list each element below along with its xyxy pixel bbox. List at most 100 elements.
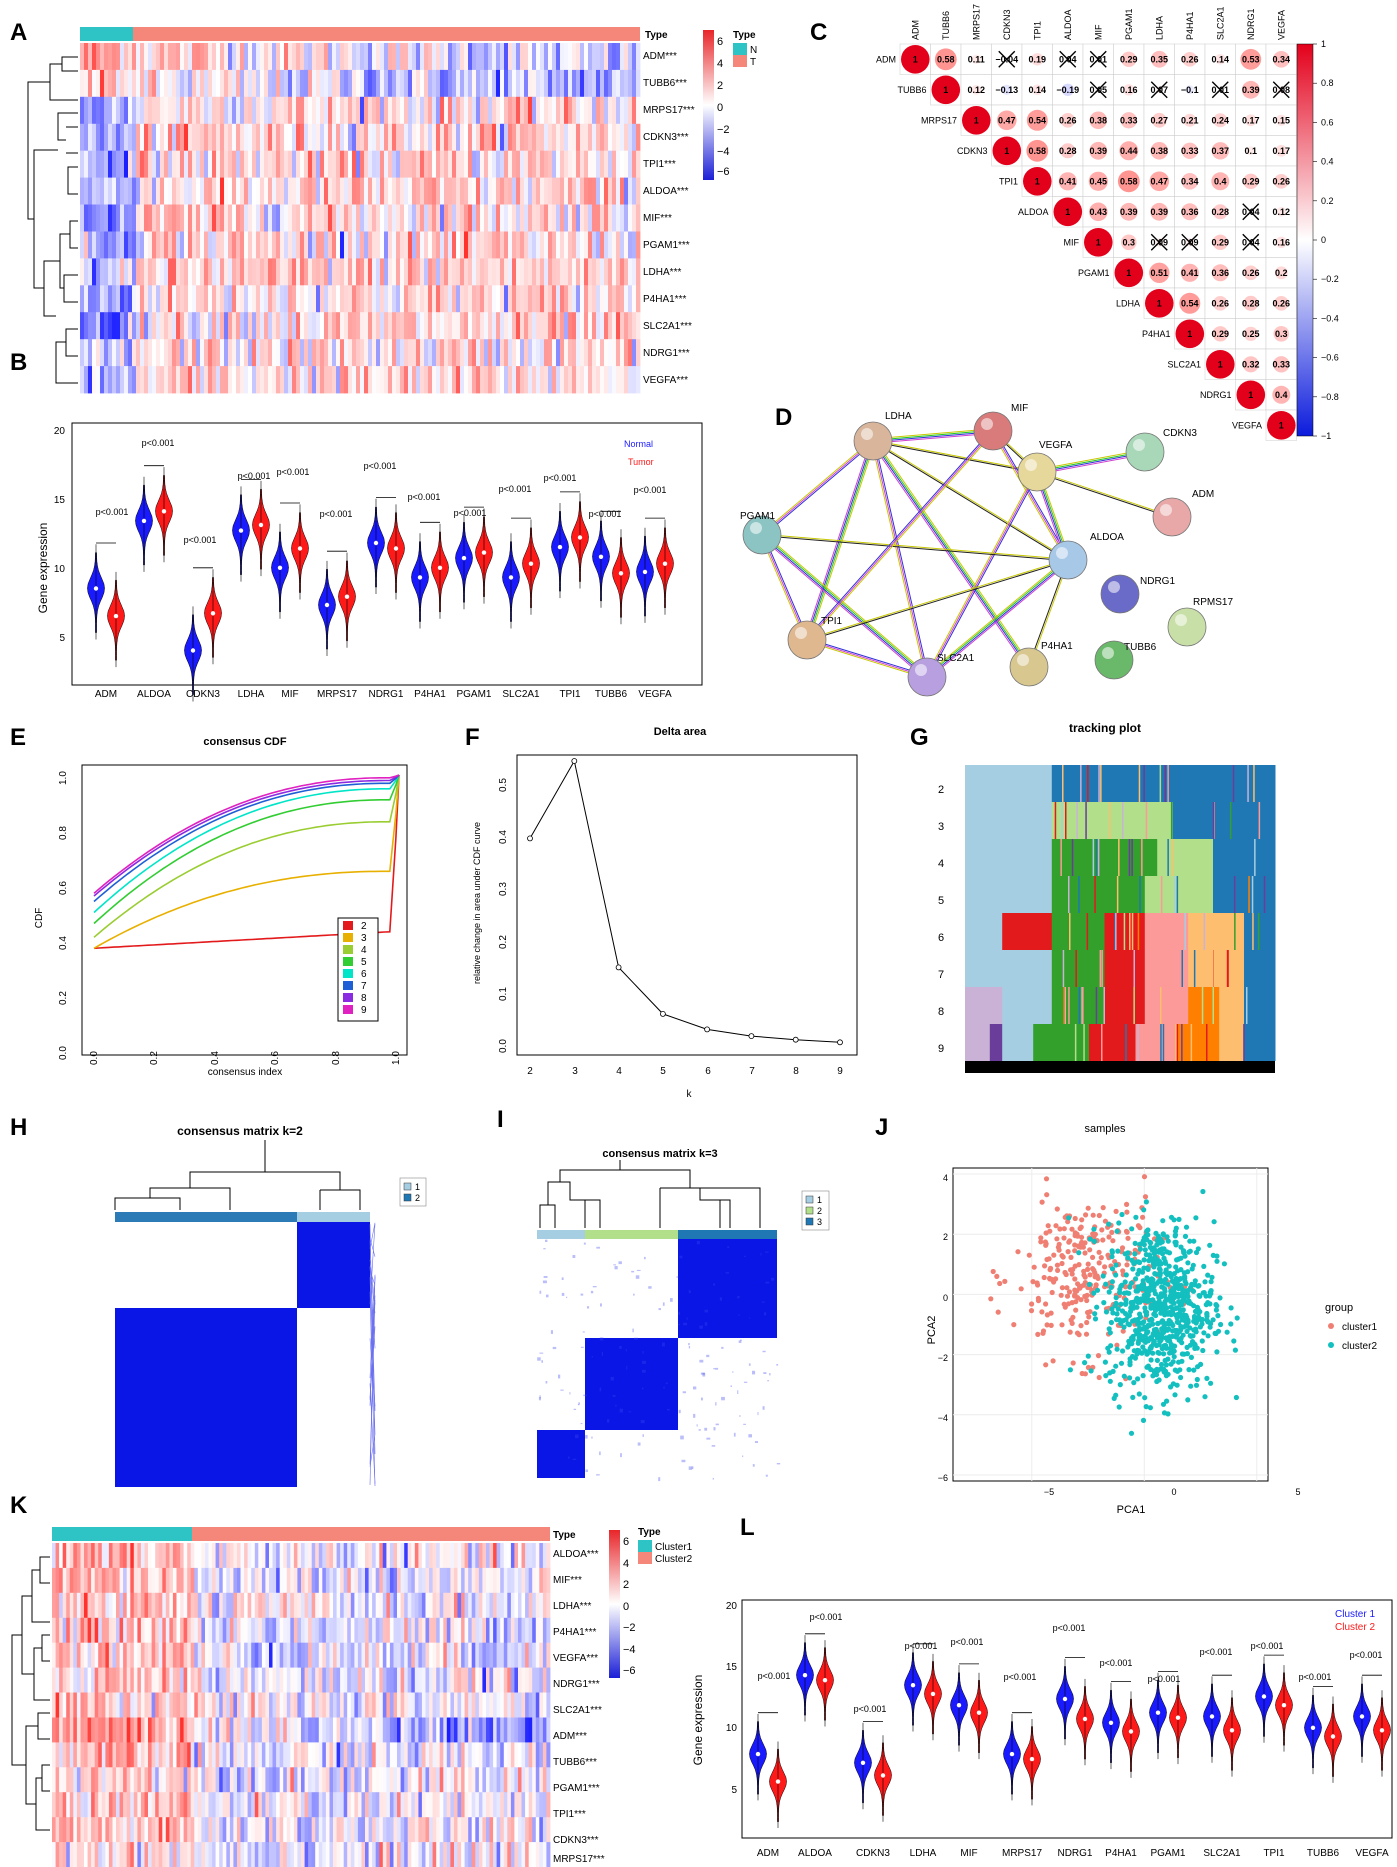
heat-cell <box>112 96 117 125</box>
tracking-stripe <box>1094 876 1096 913</box>
heat-cell <box>152 231 157 259</box>
heat-cell <box>460 339 465 367</box>
heat-cell <box>176 1617 181 1644</box>
heat-cell <box>105 1642 110 1668</box>
heat-cell <box>448 96 453 125</box>
heat-cell <box>592 150 597 178</box>
network-edge <box>993 429 1070 560</box>
heat-cell <box>84 1717 88 1743</box>
heat-cell <box>388 366 393 394</box>
heat-cell <box>197 1692 202 1718</box>
heat-cell <box>91 1543 96 1569</box>
heat-cell <box>540 366 545 394</box>
scatter-point-cluster1 <box>994 1273 1000 1279</box>
heat-cell <box>311 1592 316 1619</box>
heat-cell <box>508 231 513 259</box>
heat-cell <box>132 366 137 394</box>
heat-cell <box>220 231 225 259</box>
heat-cell <box>94 1592 99 1619</box>
heat-cell <box>272 1642 277 1668</box>
heat-cell <box>392 366 397 394</box>
network-node-rpms17 <box>1167 607 1207 647</box>
heat-cell <box>384 150 389 178</box>
scatter-point-cluster1 <box>1038 1239 1044 1245</box>
scatter-point-cluster2 <box>1188 1383 1194 1389</box>
heat-cell <box>396 96 401 125</box>
network-edge <box>927 560 1069 678</box>
heat-cell <box>512 177 517 205</box>
heat-cell <box>376 258 381 286</box>
heat-cell <box>228 43 233 71</box>
heat-cell <box>344 258 349 286</box>
scatter-point-cluster1 <box>1081 1268 1087 1274</box>
heat-cell <box>264 69 269 98</box>
network-edge <box>873 439 1069 560</box>
correlation-circle <box>1120 112 1138 129</box>
scatter-point-cluster1 <box>1055 1267 1061 1273</box>
scatter-point-cluster2 <box>1185 1397 1191 1403</box>
scatter-point-cluster2 <box>1170 1381 1176 1387</box>
heat-cell <box>126 1692 131 1718</box>
heat-cell <box>240 150 245 178</box>
heat-cell <box>476 339 481 367</box>
heat-cell <box>215 1567 220 1594</box>
heat-cell <box>293 1642 298 1668</box>
heat-cell <box>464 1667 469 1693</box>
matrix-noise <box>628 1411 632 1413</box>
scatter-point-cluster2 <box>1164 1234 1170 1240</box>
scatter-point-cluster1 <box>1065 1249 1071 1255</box>
heat-cell <box>393 1667 398 1693</box>
heat-cell <box>264 177 269 205</box>
heat-cell <box>52 1567 56 1594</box>
scatter-point-cluster2 <box>1091 1238 1098 1244</box>
heat-cell <box>354 1692 359 1718</box>
heat-cell <box>320 366 325 394</box>
scatter-point-cluster2 <box>1091 1290 1097 1296</box>
matrix-noise <box>678 1311 681 1315</box>
correlation-value: 0.34 <box>1273 54 1291 64</box>
network-node-label: NDRG1 <box>1140 576 1175 587</box>
heat-cell <box>360 69 365 98</box>
heat-cell <box>388 96 393 125</box>
tracking-stripe <box>1128 839 1131 876</box>
heat-cell <box>368 1692 373 1718</box>
correlation-value: 0.44 <box>1120 146 1138 156</box>
heat-cell <box>393 1692 398 1718</box>
heat-cell <box>396 312 401 340</box>
tracking-stripe <box>1128 765 1131 802</box>
heat-cell <box>52 1717 56 1743</box>
scatter-point-cluster2 <box>1150 1297 1156 1303</box>
heat-cell <box>414 1592 419 1619</box>
heat-cell <box>300 339 305 367</box>
delta-area-point <box>571 758 578 764</box>
heat-cell <box>261 1692 266 1718</box>
heat-cell <box>158 1667 163 1693</box>
heat-cell <box>420 339 425 367</box>
heat-cell <box>268 96 273 125</box>
heat-cell <box>316 285 321 313</box>
scatter-point-cluster2 <box>1155 1320 1161 1327</box>
heat-cell <box>429 1543 434 1569</box>
heat-cell <box>476 69 481 98</box>
network-edge <box>873 439 1038 472</box>
heat-cell <box>92 285 97 313</box>
heat-cell <box>528 312 533 340</box>
heat-cell <box>420 204 425 232</box>
heat-cell <box>404 123 409 152</box>
scatter-point-cluster2 <box>1143 1309 1150 1315</box>
scatter-point-cluster2 <box>1147 1244 1153 1250</box>
heat-cell <box>382 1692 387 1718</box>
heat-cell <box>552 96 557 125</box>
tracking-block <box>1219 1024 1245 1061</box>
heat-cell <box>312 204 317 232</box>
scatter-point-cluster2 <box>1142 1305 1148 1311</box>
heat-cell <box>510 1543 515 1569</box>
heat-cell <box>148 1617 152 1644</box>
scatter-point-cluster2 <box>1131 1260 1137 1266</box>
tracking-stripe <box>1251 876 1254 913</box>
tracking-stripe <box>1109 802 1111 839</box>
cluster-bar-2-h <box>297 1212 370 1222</box>
heat-cell <box>464 69 469 98</box>
tracking-stripe <box>1129 913 1131 950</box>
heat-cell <box>608 231 613 259</box>
